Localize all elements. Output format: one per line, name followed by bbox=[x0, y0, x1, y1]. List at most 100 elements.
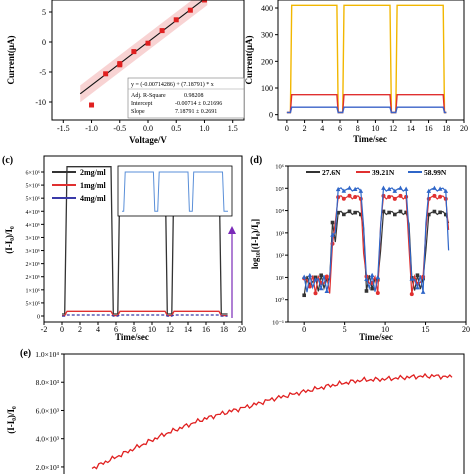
x-tick-label: 16 bbox=[425, 124, 433, 133]
data-point bbox=[387, 210, 391, 215]
panel-d: (d) 0 5 10 15 20 10⁶ 10⁵ 10⁴ 10³ 10² 10¹ 10⁰ 10⁻¹ T… bbox=[250, 155, 470, 342]
y-tick-label: 200 bbox=[261, 57, 273, 66]
panel-d-xlabel: Time/sec bbox=[359, 332, 393, 342]
fit-equation: y = (-0.00714286) + (7.18791) * x bbox=[131, 81, 214, 88]
data-point bbox=[403, 186, 409, 191]
fit-confidence-band bbox=[80, 0, 208, 103]
y-tick-label: 10⁰ bbox=[275, 297, 285, 304]
panel-e-axes bbox=[63, 353, 465, 474]
series-line bbox=[303, 186, 450, 293]
y-tick-label: 2×10⁶ bbox=[26, 262, 40, 268]
x-tick-label: 10 bbox=[148, 325, 156, 334]
panel-b: 0 2 4 6 8 10 12 14 16 18 20 400 300 200 100 0 Time/sec… bbox=[244, 0, 468, 144]
panel-d-series bbox=[301, 185, 450, 298]
legend-label: 4mg/ml bbox=[80, 194, 107, 203]
panel-a-xlabel: Voltage/V bbox=[129, 135, 167, 145]
panel-a-yticks: 5 0 -5 -10 bbox=[35, 8, 52, 107]
data-point bbox=[404, 210, 408, 215]
y-tick-label: 10⁻¹ bbox=[272, 320, 284, 327]
data-point bbox=[307, 284, 312, 289]
data-point bbox=[159, 28, 165, 34]
legend-label: 1mg/ml bbox=[80, 181, 107, 190]
data-point bbox=[313, 291, 318, 296]
data-point bbox=[335, 186, 341, 192]
data-point bbox=[347, 185, 352, 190]
panel-c-inset bbox=[117, 165, 233, 217]
data-point bbox=[420, 289, 426, 294]
x-tick-label: 18 bbox=[442, 124, 450, 133]
y-tick-label: 5×10⁶ bbox=[26, 184, 40, 190]
y-tick-label: 4×10⁶ bbox=[26, 210, 40, 216]
data-point bbox=[359, 212, 363, 217]
legend-label: 2mg/ml bbox=[80, 168, 107, 177]
data-point bbox=[313, 277, 318, 282]
x-tick-label: 8 bbox=[132, 325, 136, 334]
data-point bbox=[103, 71, 109, 77]
panel-b-yticks: 400 300 200 100 0 bbox=[261, 4, 278, 120]
panel-e-letter: (e) bbox=[20, 348, 31, 359]
x-tick-label: -0.5 bbox=[113, 124, 126, 133]
legend-label: 27.6N bbox=[322, 168, 341, 177]
series-line bbox=[286, 4, 447, 114]
data-point bbox=[145, 40, 151, 46]
data-point bbox=[341, 196, 346, 201]
data-point bbox=[319, 273, 323, 278]
y-tick-label: 3×10⁶ bbox=[26, 236, 40, 242]
data-point bbox=[432, 193, 437, 198]
x-tick-label: 14 bbox=[184, 325, 192, 334]
panel-a-fit-box: y = (-0.00714286) + (7.18791) * x Adj. R… bbox=[127, 77, 245, 119]
panel-c-legend: 2mg/ml 1mg/ml 4mg/ml bbox=[52, 168, 107, 203]
y-tick-label: 10² bbox=[276, 253, 285, 260]
panel-e-yticks: 1.0×10⁴ 8.0×10³ 6.0×10³ 4.0×10³ 2.0×10³ bbox=[35, 350, 64, 472]
x-tick-label: 4 bbox=[320, 124, 324, 133]
data-point bbox=[409, 276, 415, 281]
data-point bbox=[387, 194, 392, 199]
panel-b-frame bbox=[277, 0, 465, 121]
y-tick-label: 5×10⁶ bbox=[26, 197, 40, 203]
y-tick-label: 1.0×10⁴ bbox=[35, 350, 59, 359]
data-point bbox=[426, 188, 432, 193]
x-tick-label: 10 bbox=[371, 124, 379, 133]
legend-label: 58.99N bbox=[424, 168, 447, 177]
x-tick-label: 6 bbox=[114, 325, 118, 334]
x-tick-label: 15 bbox=[422, 325, 430, 334]
data-point bbox=[131, 49, 137, 55]
data-point bbox=[432, 209, 437, 214]
series-line bbox=[286, 106, 447, 114]
data-point bbox=[352, 186, 358, 192]
x-tick-label: 14 bbox=[407, 124, 415, 133]
series-line bbox=[286, 94, 447, 114]
data-point bbox=[89, 102, 95, 108]
x-tick-label: 1.0 bbox=[199, 124, 209, 133]
x-tick-label: 16 bbox=[202, 325, 210, 334]
x-tick-label: 0.0 bbox=[143, 124, 153, 133]
fit-intercept-label: Intercept bbox=[131, 101, 153, 107]
data-point bbox=[347, 209, 352, 214]
panel-c-xlabel: Time/sec bbox=[115, 332, 149, 342]
x-tick-label: 18 bbox=[220, 325, 228, 334]
y-tick-label: -10 bbox=[35, 98, 46, 107]
data-point bbox=[173, 17, 179, 23]
y-tick-label: 300 bbox=[261, 31, 273, 40]
fit-line bbox=[79, 0, 204, 95]
y-tick-label: 10¹ bbox=[276, 275, 285, 282]
data-point bbox=[415, 273, 420, 278]
data-point bbox=[358, 188, 364, 193]
fit-r2-label: Adj. R-Square bbox=[131, 93, 166, 99]
x-tick-label: -1.5 bbox=[57, 124, 70, 133]
x-tick-label: 20 bbox=[238, 325, 246, 334]
data-point bbox=[443, 212, 448, 217]
panel-b-xlabel: Time/sec bbox=[353, 134, 387, 144]
x-tick-label: 1.5 bbox=[228, 124, 238, 133]
fit-slope-value: 7.18791 ± 0.2691 bbox=[175, 109, 217, 115]
data-point bbox=[187, 7, 193, 13]
y-tick-label: 3×10⁶ bbox=[26, 249, 40, 255]
y-tick-label: 0 bbox=[37, 315, 40, 321]
data-point bbox=[330, 220, 335, 225]
data-point bbox=[375, 274, 381, 280]
y-tick-label: 1×10⁶ bbox=[26, 288, 40, 294]
data-point bbox=[386, 186, 392, 191]
x-tick-label: 10 bbox=[381, 325, 389, 334]
y-tick-label: 6×10⁶ bbox=[26, 171, 40, 177]
